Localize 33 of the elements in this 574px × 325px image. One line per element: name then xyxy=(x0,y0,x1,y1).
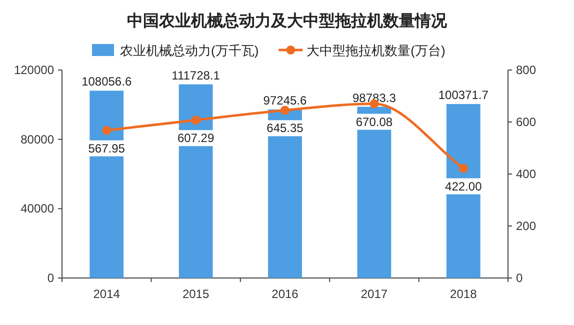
x-tick-label: 2014 xyxy=(93,287,120,301)
data-label: 97245.6 xyxy=(263,93,308,108)
chart-title: 中国农业机械总动力及大中型拖拉机数量情况 xyxy=(127,12,448,30)
x-tick-label: 2016 xyxy=(272,287,299,301)
point xyxy=(102,126,112,135)
y2-tick-label: 200 xyxy=(516,219,536,233)
data-label: 607.29 xyxy=(177,131,214,146)
point xyxy=(458,164,468,173)
bar xyxy=(446,104,480,278)
data-label: 670.08 xyxy=(356,114,393,129)
data-label: 567.95 xyxy=(88,141,126,156)
data-label: 422.00 xyxy=(445,179,482,194)
y2-tick-label: 800 xyxy=(516,63,536,77)
y2-tick-label: 600 xyxy=(516,115,536,129)
data-label: 645.35 xyxy=(266,121,304,136)
y-tick-label: 40000 xyxy=(20,202,54,216)
x-tick-label: 2015 xyxy=(182,287,210,301)
y-tick-label: 80000 xyxy=(20,132,54,146)
x-tick-label: 2018 xyxy=(450,287,478,301)
point xyxy=(191,116,200,125)
point xyxy=(280,106,290,115)
y-tick-label: 120000 xyxy=(14,63,54,77)
data-label: 108056.6 xyxy=(82,74,132,89)
data-label: 100371.7 xyxy=(438,88,489,102)
x-tick-label: 2017 xyxy=(360,287,388,301)
y-tick-label: 0 xyxy=(47,271,54,285)
y2-tick-label: 0 xyxy=(516,271,523,285)
legend-label: 农业机械总动力(万千瓦) xyxy=(120,43,259,58)
bar xyxy=(90,90,124,278)
legend-label: 大中型拖拉机数量(万台) xyxy=(306,43,446,58)
y2-tick-label: 400 xyxy=(516,167,536,181)
data-label: 111728.1 xyxy=(172,68,220,82)
data-label: 98783.3 xyxy=(352,90,396,105)
